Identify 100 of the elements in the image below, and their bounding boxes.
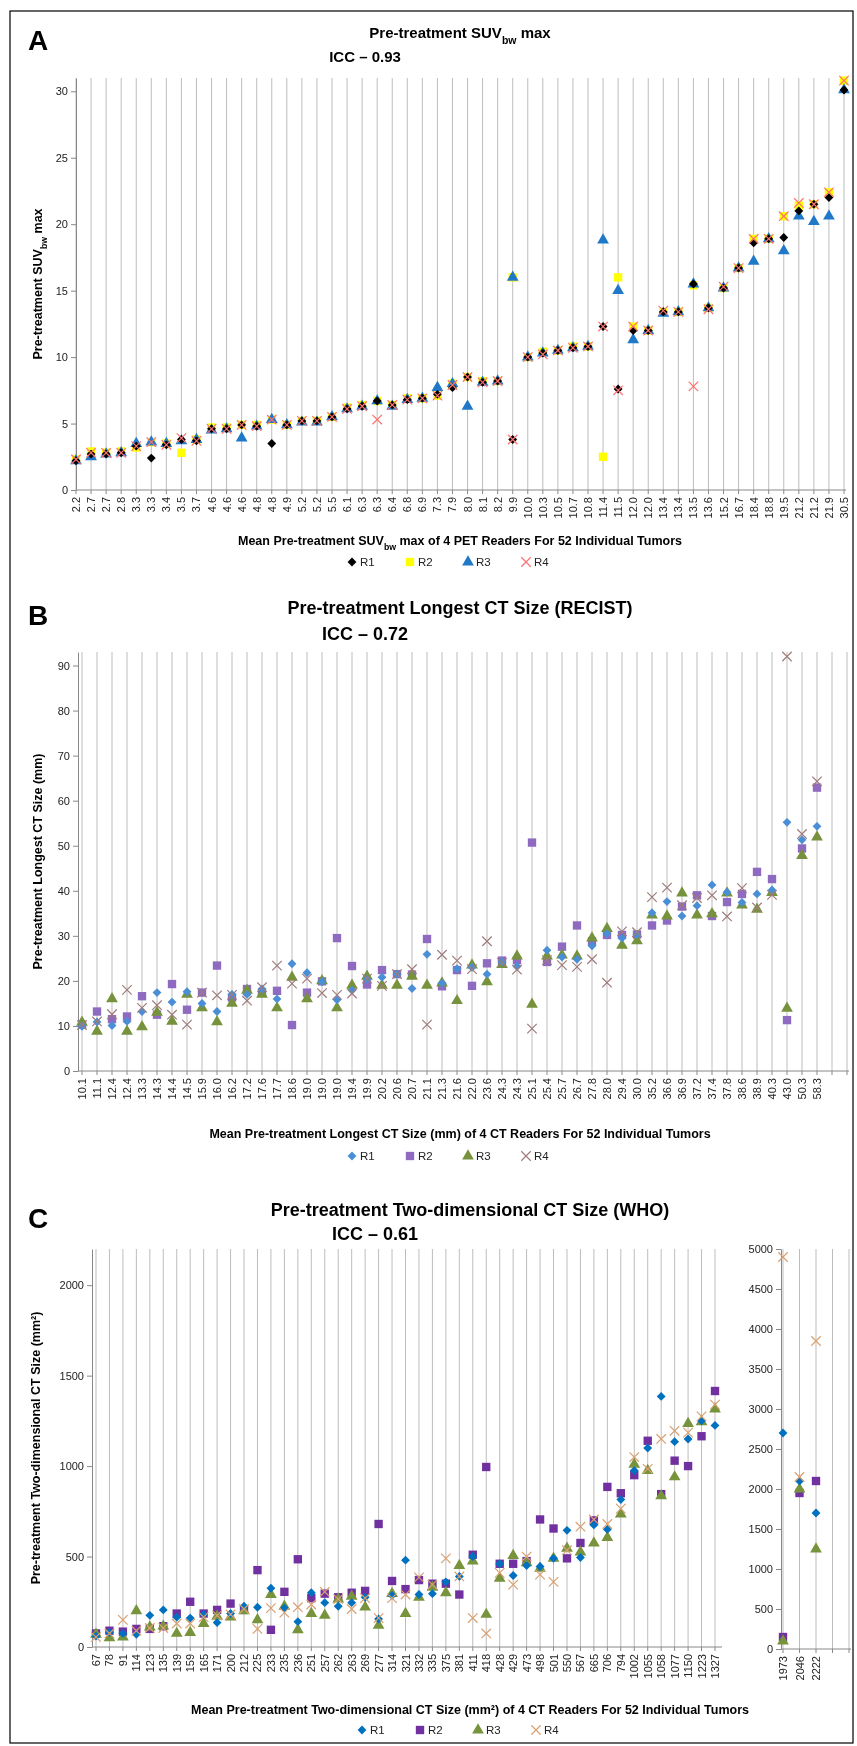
x-tick-label: 11.1 xyxy=(91,1078,103,1099)
chart-subtitle: ICC – 0.72 xyxy=(321,624,409,644)
x-tick-label: 38.9 xyxy=(751,1078,763,1100)
x-tick-label: 3.4 xyxy=(160,497,173,513)
x-tick-label: 2.7 xyxy=(85,497,98,513)
x-tick-label: 9.9 xyxy=(506,497,519,513)
y-tick-label: 40 xyxy=(57,884,70,897)
x-tick-label: 135 xyxy=(157,1654,170,1673)
x-tick-label: 2222 xyxy=(810,1656,822,1681)
legend-label: R1 xyxy=(360,556,375,568)
x-tick-label: 498 xyxy=(534,1654,547,1673)
y-tick-label: 1000 xyxy=(59,1460,84,1473)
x-tick-label: 19.0 xyxy=(331,1078,343,1100)
y-tick-label: 2500 xyxy=(748,1443,773,1456)
y-tick-label: 90 xyxy=(57,659,70,672)
x-tick-label: 263 xyxy=(345,1654,358,1673)
legend-label: R2 xyxy=(418,1150,433,1162)
x-tick-label: 2.8 xyxy=(115,497,128,513)
x-tick-label: 13.6 xyxy=(702,497,715,519)
x-tick-label: 269 xyxy=(359,1654,372,1673)
x-tick-label: 428 xyxy=(493,1654,506,1673)
x-tick-label: 1058 xyxy=(655,1654,668,1679)
x-tick-label: 6.1 xyxy=(341,497,354,513)
x-tick-label: 794 xyxy=(614,1654,627,1673)
x-tick-label: 12.4 xyxy=(106,1078,118,1100)
x-tick-label: 13.5 xyxy=(687,497,700,519)
x-tick-label: 25.7 xyxy=(556,1078,568,1100)
x-tick-label: 23.6 xyxy=(481,1078,493,1100)
x-tick-label: 11.4 xyxy=(597,497,610,518)
x-tick-label: 10.5 xyxy=(551,497,564,519)
x-tick-label: 200 xyxy=(224,1654,237,1673)
x-tick-label: 13.4 xyxy=(672,497,685,519)
x-tick-label: 2.2 xyxy=(70,497,82,513)
x-tick-label: 375 xyxy=(439,1654,452,1673)
x-tick-label: 706 xyxy=(601,1654,614,1673)
y-tick-label: 2000 xyxy=(59,1279,84,1292)
x-tick-label: 7.3 xyxy=(431,497,444,513)
x-tick-label: 3.7 xyxy=(190,497,203,513)
x-tick-label: 12.4 xyxy=(121,1078,133,1100)
x-tick-label: 35.2 xyxy=(646,1078,658,1100)
x-tick-label: 21.9 xyxy=(822,497,835,519)
y-tick-label: 0 xyxy=(766,1643,773,1656)
x-tick-label: 37.8 xyxy=(721,1078,733,1100)
x-tick-label: 233 xyxy=(264,1654,277,1673)
x-tick-label: 20.6 xyxy=(391,1078,403,1100)
x-tick-label: 14.3 xyxy=(151,1078,163,1100)
x-tick-label: 3.3 xyxy=(145,497,158,513)
y-tick-label: 30 xyxy=(55,85,68,98)
x-tick-label: 139 xyxy=(170,1654,183,1673)
x-tick-label: 411 xyxy=(466,1654,479,1672)
x-tick-label: 10.0 xyxy=(521,497,534,519)
x-tick-label: 4.8 xyxy=(265,497,278,513)
x-tick-label: 38.6 xyxy=(736,1078,748,1100)
x-tick-label: 8.2 xyxy=(491,497,504,513)
y-tick-label: 2000 xyxy=(748,1483,773,1496)
x-tick-label: 550 xyxy=(560,1654,573,1673)
y-tick-label: 1000 xyxy=(748,1563,773,1576)
x-tick-label: 235 xyxy=(278,1654,291,1673)
x-tick-label: 25.1 xyxy=(526,1078,538,1100)
y-tick-label: 4500 xyxy=(748,1283,773,1296)
x-tick-label: 251 xyxy=(305,1654,318,1673)
y-tick-label: 500 xyxy=(754,1603,773,1616)
y-tick-label: 30 xyxy=(57,929,70,942)
x-tick-label: 473 xyxy=(520,1654,533,1673)
y-tick-label: 20 xyxy=(57,974,70,987)
x-tick-label: 1223 xyxy=(695,1654,708,1679)
x-tick-label: 1002 xyxy=(628,1654,641,1679)
x-tick-label: 7.9 xyxy=(446,497,459,513)
x-tick-label: 21.2 xyxy=(792,497,805,519)
x-tick-label: 314 xyxy=(386,1654,399,1673)
x-tick-label: 16.2 xyxy=(226,1078,238,1100)
x-tick-label: 21.6 xyxy=(451,1078,463,1100)
x-tick-label: 25.4 xyxy=(541,1078,553,1100)
legend-label: R2 xyxy=(428,1724,443,1736)
x-tick-label: 19.0 xyxy=(316,1078,328,1100)
x-tick-label: 13.4 xyxy=(657,497,670,519)
x-tick-label: 26.7 xyxy=(571,1078,583,1100)
x-tick-label: 40.3 xyxy=(766,1078,778,1100)
y-tick-label: 25 xyxy=(55,151,68,164)
chart-subtitle: ICC – 0.93 xyxy=(329,48,401,65)
x-tick-label: 277 xyxy=(372,1654,385,1673)
y-tick-label: 80 xyxy=(57,704,70,717)
x-tick-label: 1055 xyxy=(641,1654,654,1679)
x-tick-label: 418 xyxy=(480,1654,493,1673)
x-tick-label: 15.2 xyxy=(717,497,730,519)
x-tick-label: 50.3 xyxy=(796,1078,808,1100)
x-tick-label: 24.3 xyxy=(496,1078,508,1100)
x-tick-label: 21.1 xyxy=(421,1078,433,1100)
x-tick-label: 22.0 xyxy=(466,1078,478,1100)
x-tick-label: 16.0 xyxy=(211,1078,223,1100)
x-tick-label: 17.7 xyxy=(271,1078,283,1100)
y-tick-label: 3500 xyxy=(748,1363,773,1376)
x-tick-label: 11.5 xyxy=(612,497,625,518)
x-axis-title: Mean Pre-treatment Longest CT Size (mm) of 4 CT Readers For 52 Individual Tumors xyxy=(209,1127,711,1141)
y-tick-label: 50 xyxy=(57,839,70,852)
x-tick-label: 236 xyxy=(291,1654,304,1673)
y-axis-title: Pre-treatment Longest CT Size (mm) xyxy=(31,753,45,970)
x-tick-label: 19.9 xyxy=(361,1078,373,1100)
legend-label: R4 xyxy=(534,556,550,568)
x-tick-label: 20.2 xyxy=(376,1078,388,1100)
